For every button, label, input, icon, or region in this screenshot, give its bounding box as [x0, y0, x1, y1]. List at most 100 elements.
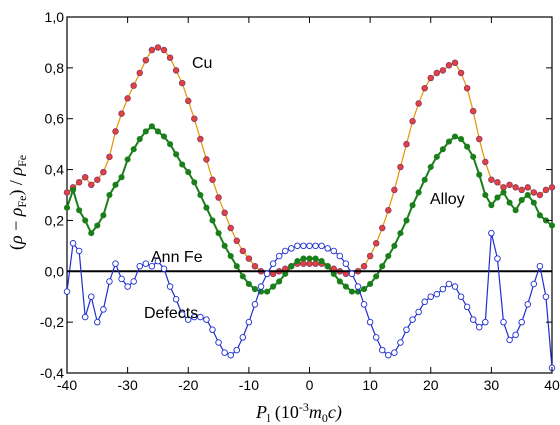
point-defects [136, 262, 143, 270]
point-alloy [124, 156, 131, 163]
point-alloy [276, 278, 283, 285]
point-alloy [63, 204, 71, 211]
point-alloy [385, 252, 392, 260]
point-alloy [512, 207, 519, 214]
point-defects [75, 247, 83, 255]
series-line-cu [66, 46, 553, 275]
point-alloy [427, 163, 434, 171]
x-tick-label: 0 [306, 377, 314, 393]
point-defects [397, 339, 404, 346]
point-alloy [203, 204, 210, 211]
point-cu [245, 255, 253, 262]
x-tick-label: 30 [484, 377, 500, 393]
point-alloy [300, 255, 307, 262]
point-cu [148, 46, 156, 54]
point-defects [100, 306, 107, 313]
point-defects [360, 301, 368, 308]
point-alloy [245, 280, 252, 288]
point-defects [518, 318, 525, 326]
y-axis-title-rho2: ρ [6, 207, 26, 217]
point-alloy [154, 128, 161, 135]
point-alloy [221, 242, 228, 249]
point-cu [306, 260, 313, 267]
point-cu [512, 184, 519, 191]
point-cu [160, 46, 168, 54]
point-cu [415, 100, 422, 107]
point-cu [476, 135, 483, 143]
point-defects [500, 318, 507, 326]
point-cu [409, 118, 416, 125]
x-tick-label: -30 [118, 377, 138, 393]
point-alloy [239, 273, 246, 280]
point-alloy [536, 212, 543, 219]
y-axis-title-rho3: ρ [6, 167, 26, 177]
annotation-defects: Defects [144, 305, 198, 322]
point-alloy [488, 202, 495, 209]
point-cu [203, 156, 210, 163]
point-cu [439, 67, 447, 74]
x-tick-label: -40 [57, 377, 77, 393]
point-alloy [458, 136, 465, 143]
x-axis-title-main: P [255, 402, 267, 422]
point-defects [482, 318, 489, 326]
point-defects [275, 252, 283, 260]
point-alloy [324, 263, 331, 270]
point-defects [112, 260, 119, 267]
point-cu [463, 84, 471, 92]
annotation-ann-fe: Ann Fe [151, 249, 203, 266]
point-defects [530, 280, 538, 288]
point-defects [124, 283, 131, 290]
point-alloy [500, 189, 507, 196]
point-defects [342, 260, 350, 267]
point-defects [506, 336, 513, 344]
point-defects [87, 293, 95, 300]
x-axis-title-m-sub: 0 [322, 411, 328, 425]
point-cu [124, 95, 131, 102]
point-alloy [179, 161, 186, 168]
point-cu [191, 115, 198, 122]
point-alloy [294, 258, 301, 265]
point-defects [330, 247, 338, 255]
point-alloy [464, 143, 471, 150]
point-defects [524, 301, 532, 308]
point-alloy [470, 153, 477, 160]
point-cu [112, 128, 119, 135]
point-alloy [197, 191, 204, 199]
point-cu [130, 82, 137, 89]
point-defects [81, 313, 89, 321]
point-defects [233, 346, 240, 354]
point-alloy [288, 263, 295, 270]
point-cu [136, 69, 143, 77]
point-defects [488, 229, 495, 237]
point-cu [300, 260, 307, 267]
point-defects [288, 245, 295, 252]
point-defects [391, 349, 398, 356]
point-defects [427, 293, 435, 300]
point-defects [463, 303, 471, 311]
series-line-defects [66, 232, 553, 368]
point-defects [385, 351, 392, 359]
point-defects [269, 260, 277, 267]
point-alloy [82, 217, 89, 224]
point-cu [494, 179, 501, 186]
x-tick-label: 20 [423, 377, 439, 393]
point-defects [421, 298, 428, 306]
point-cu [469, 107, 477, 115]
point-cu [118, 110, 125, 117]
point-defects [245, 318, 253, 326]
point-cu [536, 191, 544, 199]
point-cu [75, 179, 83, 186]
point-cu [457, 69, 465, 77]
point-cu [451, 59, 459, 67]
point-alloy [112, 181, 119, 188]
y-axis-title-rho: ρ [6, 235, 26, 245]
point-alloy [367, 280, 374, 288]
series-alloy [63, 123, 556, 295]
x-axis-title-sub: l [267, 411, 271, 425]
point-cu [524, 184, 532, 191]
point-alloy [373, 273, 380, 280]
point-alloy [409, 202, 416, 209]
y-axis-title-fe-sub: Fe [15, 196, 29, 208]
point-alloy [403, 217, 410, 224]
point-defects [294, 242, 301, 250]
